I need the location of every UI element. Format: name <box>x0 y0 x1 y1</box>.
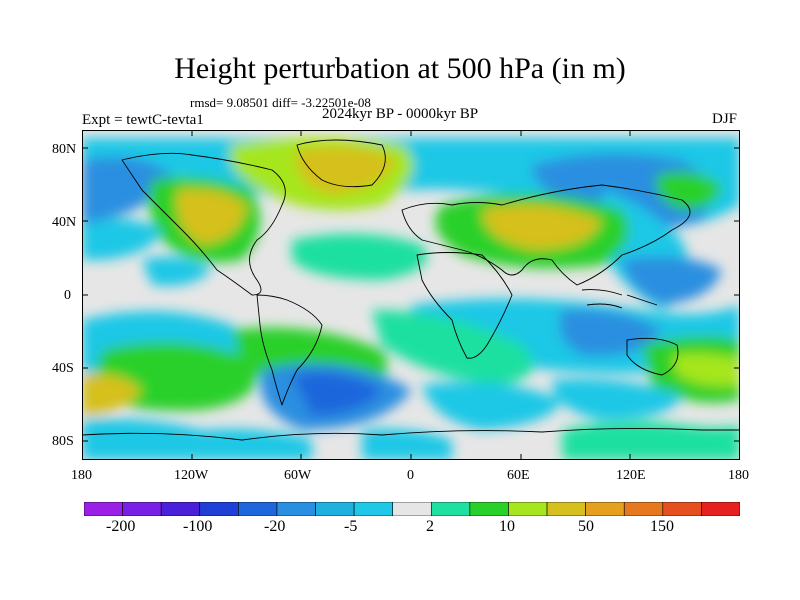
period-label: 2024kyr BP - 0000kyr BP <box>322 106 479 122</box>
positive-region <box>176 189 247 245</box>
positive-region <box>562 421 740 460</box>
colorbar-label: 2 <box>426 518 434 535</box>
colorbar-label: -5 <box>344 518 358 535</box>
stats-line: rmsd= 9.08501 diff= -3.22501e-08 <box>190 95 371 110</box>
colorbar-swatch <box>623 502 664 516</box>
coastlines <box>82 139 740 441</box>
colorbar-swatch <box>238 502 278 516</box>
x-tick-label: 60E <box>507 468 530 483</box>
colorbar-swatch <box>508 502 548 516</box>
negative-region <box>82 418 312 460</box>
south-america-coast <box>256 294 323 406</box>
y-tick-label: 80N <box>52 142 77 157</box>
colorbar-swatch <box>122 502 162 516</box>
negative-region <box>362 428 452 460</box>
x-tick-label: 180 <box>71 468 92 483</box>
positive-region <box>82 374 142 415</box>
x-tick-label: 120E <box>616 468 646 483</box>
colorbar-swatch <box>701 502 740 516</box>
x-tick-label: 180 <box>728 468 749 483</box>
x-tick-label: 120W <box>174 468 209 483</box>
y-tick-label: 0 <box>64 288 71 303</box>
colorbar-swatch <box>430 502 471 516</box>
colorbar-swatch <box>469 502 509 516</box>
negative-region <box>532 153 709 228</box>
negative-region <box>82 218 162 260</box>
negative-region <box>142 256 212 286</box>
colorbar-swatch <box>546 502 586 516</box>
negative-region <box>552 379 682 420</box>
colorbar-swatch <box>84 502 123 516</box>
colorbar-swatch <box>392 502 432 516</box>
colorbar <box>84 502 740 516</box>
maritime-continent-coast <box>581 289 658 309</box>
colorbar-label: -100 <box>183 518 213 535</box>
negative-region <box>82 157 172 225</box>
season-label: DJF <box>712 111 738 127</box>
greenland-coast <box>296 139 386 188</box>
colorbar-swatch <box>662 502 702 516</box>
colorbar-label: -20 <box>264 518 286 535</box>
height-perturbation-map <box>82 130 740 460</box>
colorbar-label: 50 <box>578 518 594 535</box>
positive-region <box>296 146 397 195</box>
axis-ticks <box>82 130 740 460</box>
negative-region <box>622 256 722 305</box>
y-tick-label: 40S <box>52 361 74 376</box>
x-tick-label: 0 <box>407 468 414 483</box>
positive-region <box>292 233 427 280</box>
colorbar-swatch <box>160 502 201 516</box>
africa-coast <box>416 252 513 359</box>
chart-title: Height perturbation at 500 hPa (in m) <box>174 52 626 85</box>
negative-region <box>559 309 662 356</box>
colorbar-swatch <box>353 502 394 516</box>
y-tick-label: 40N <box>52 215 77 230</box>
positive-region <box>372 310 534 385</box>
colorbar-swatch <box>585 502 625 516</box>
colorbar-label: 150 <box>650 518 674 535</box>
positive-region <box>482 204 602 250</box>
negative-region <box>422 382 562 430</box>
eurasia-coast <box>401 184 691 286</box>
colorbar-swatch <box>276 502 316 516</box>
y-tick-label: 80S <box>52 434 74 449</box>
positive-region <box>656 171 722 210</box>
x-tick-label: 60W <box>284 468 312 483</box>
colorbar-swatch <box>315 502 355 516</box>
colorbar-label: -200 <box>106 518 136 535</box>
australia-coast <box>626 337 679 376</box>
colorbar-label: 10 <box>499 518 515 535</box>
positive-region <box>672 353 740 387</box>
experiment-label: Expt = tewtC-tevta1 <box>82 112 204 128</box>
negative-region <box>292 372 382 415</box>
antarctica-coast <box>82 427 740 441</box>
colorbar-swatch <box>199 502 239 516</box>
north-america-coast <box>121 152 286 296</box>
